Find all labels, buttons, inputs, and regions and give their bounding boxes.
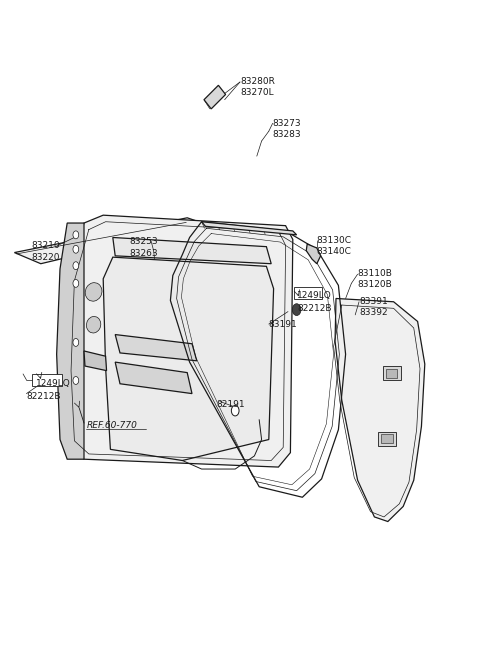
Polygon shape <box>84 351 107 371</box>
Text: 83210
83220: 83210 83220 <box>31 241 60 262</box>
Text: 83280R
83270L: 83280R 83270L <box>240 77 275 97</box>
Text: 83253
83263: 83253 83263 <box>130 237 158 258</box>
Text: 82212B: 82212B <box>26 392 61 401</box>
Text: 1249LQ: 1249LQ <box>36 379 71 388</box>
Circle shape <box>292 304 301 316</box>
Text: 83130C
83140C: 83130C 83140C <box>317 236 352 256</box>
Polygon shape <box>335 298 425 522</box>
Text: 83273
83283: 83273 83283 <box>273 119 301 140</box>
FancyBboxPatch shape <box>381 434 393 443</box>
Text: REF.60-770: REF.60-770 <box>86 421 137 430</box>
FancyBboxPatch shape <box>294 287 322 299</box>
FancyBboxPatch shape <box>32 374 62 386</box>
Circle shape <box>231 405 239 416</box>
Polygon shape <box>103 257 274 461</box>
FancyBboxPatch shape <box>383 366 401 380</box>
Circle shape <box>73 262 79 270</box>
Text: 1249LQ: 1249LQ <box>297 291 331 300</box>
Polygon shape <box>14 218 206 264</box>
Polygon shape <box>204 85 226 109</box>
Polygon shape <box>115 335 197 361</box>
FancyBboxPatch shape <box>386 369 397 378</box>
Text: 83191: 83191 <box>269 320 298 329</box>
Text: 82191: 82191 <box>216 400 245 409</box>
FancyBboxPatch shape <box>378 432 396 446</box>
Text: 82212B: 82212B <box>298 304 332 314</box>
Polygon shape <box>306 244 321 264</box>
Polygon shape <box>202 222 297 235</box>
Text: 83391
83392: 83391 83392 <box>359 297 388 317</box>
Polygon shape <box>113 237 271 264</box>
Circle shape <box>73 279 79 287</box>
Text: 83110B
83120B: 83110B 83120B <box>358 269 393 289</box>
Circle shape <box>73 231 79 239</box>
Ellipse shape <box>85 283 102 301</box>
Ellipse shape <box>86 316 101 333</box>
Polygon shape <box>57 223 84 459</box>
Polygon shape <box>115 362 192 394</box>
Circle shape <box>73 377 79 384</box>
Circle shape <box>73 245 79 253</box>
Circle shape <box>73 338 79 346</box>
Polygon shape <box>62 215 293 467</box>
